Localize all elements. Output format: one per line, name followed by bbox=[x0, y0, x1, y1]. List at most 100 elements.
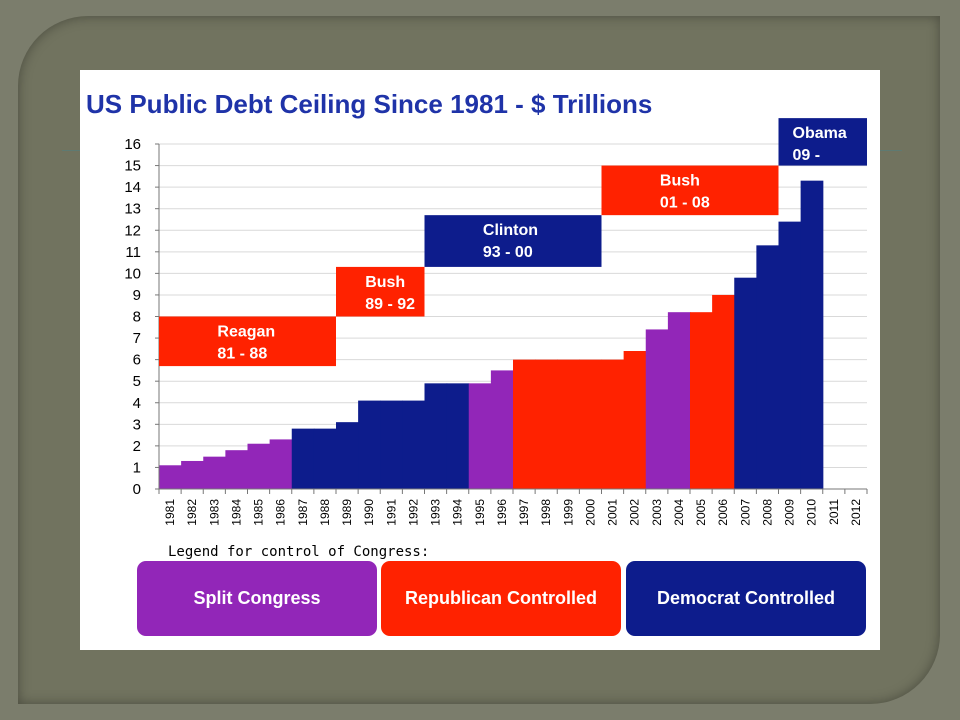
x-tick-label-2003: 2003 bbox=[650, 499, 664, 526]
chart-card: US Public Debt Ceiling Since 1981 - $ Tr… bbox=[80, 70, 880, 650]
y-tick-label: 12 bbox=[124, 222, 141, 239]
y-tick-label: 9 bbox=[133, 287, 141, 304]
bar-1986 bbox=[269, 439, 293, 489]
bar-1995 bbox=[468, 383, 492, 489]
x-tick-label-2008: 2008 bbox=[760, 499, 774, 526]
bar-1982 bbox=[181, 460, 204, 489]
x-tick-label-2007: 2007 bbox=[738, 499, 752, 526]
y-tick-label: 3 bbox=[133, 416, 141, 433]
x-tick-label-1990: 1990 bbox=[362, 499, 376, 526]
x-tick-label-1982: 1982 bbox=[185, 499, 199, 526]
bar-2005 bbox=[690, 312, 713, 489]
y-tick-label: 8 bbox=[133, 309, 141, 326]
x-tick-label-2002: 2002 bbox=[628, 499, 642, 526]
presidency-name-3: Bush bbox=[660, 173, 700, 190]
x-tick-label-2005: 2005 bbox=[694, 499, 708, 526]
x-tick-label-1983: 1983 bbox=[207, 499, 221, 526]
bar-1993 bbox=[424, 383, 448, 489]
bar-2004 bbox=[667, 312, 691, 489]
presidency-name-4: Obama bbox=[793, 125, 847, 142]
legend-democrat-controlled: Democrat Controlled bbox=[626, 561, 866, 636]
bar-2001 bbox=[601, 359, 625, 489]
presidency-name-1: Bush bbox=[365, 274, 405, 291]
debt-ceiling-chart: US Public Debt Ceiling Since 1981 - $ Tr… bbox=[86, 89, 868, 526]
x-tick-label-1997: 1997 bbox=[517, 499, 531, 526]
x-tick-label-1993: 1993 bbox=[429, 499, 443, 526]
x-tick-label-2010: 2010 bbox=[805, 499, 819, 526]
y-tick-label: 7 bbox=[133, 330, 141, 347]
x-tick-label-1992: 1992 bbox=[406, 499, 420, 526]
presidency-box-3 bbox=[601, 165, 779, 216]
y-tick-label: 16 bbox=[124, 136, 141, 153]
y-tick-label: 10 bbox=[124, 265, 141, 282]
y-tick-label: 6 bbox=[133, 352, 141, 369]
y-tick-label: 14 bbox=[124, 179, 141, 196]
x-tick-label-2006: 2006 bbox=[716, 499, 730, 526]
presidency-years-1: 89 - 92 bbox=[365, 296, 415, 313]
bar-1997 bbox=[513, 359, 536, 489]
y-tick-label: 0 bbox=[133, 481, 141, 498]
bar-1990 bbox=[358, 400, 381, 489]
y-tick-label: 15 bbox=[124, 158, 141, 175]
bar-1984 bbox=[225, 450, 249, 489]
presidency-box-1 bbox=[336, 266, 425, 317]
bar-1994 bbox=[446, 383, 470, 489]
bar-1996 bbox=[490, 370, 514, 489]
bar-2008 bbox=[756, 245, 780, 489]
presidency-years-2: 93 - 00 bbox=[483, 244, 533, 261]
x-tick-label-2004: 2004 bbox=[672, 499, 686, 526]
y-tick-label: 11 bbox=[125, 244, 141, 261]
presidency-name-0: Reagan bbox=[217, 324, 275, 341]
bar-2002 bbox=[623, 351, 647, 489]
presidency-box-4 bbox=[778, 118, 867, 166]
bar-2007 bbox=[734, 277, 757, 489]
x-tick-label-1999: 1999 bbox=[561, 499, 575, 526]
x-tick-label-2012: 2012 bbox=[849, 499, 863, 526]
x-tick-label-1981: 1981 bbox=[163, 499, 177, 526]
y-tick-label: 5 bbox=[133, 373, 141, 390]
x-tick-label-1991: 1991 bbox=[384, 499, 398, 526]
chart-title: US Public Debt Ceiling Since 1981 - $ Tr… bbox=[86, 89, 652, 119]
bar-1981 bbox=[159, 465, 182, 489]
y-tick-label: 13 bbox=[124, 201, 141, 218]
presidency-years-0: 81 - 88 bbox=[217, 346, 267, 363]
bar-2006 bbox=[712, 294, 735, 489]
x-tick-label-1984: 1984 bbox=[229, 499, 243, 526]
legend-split-label: Split Congress bbox=[193, 588, 321, 608]
bar-1989 bbox=[336, 422, 359, 489]
bar-1983 bbox=[203, 456, 226, 489]
bar-2003 bbox=[645, 329, 669, 489]
presidency-name-2: Clinton bbox=[483, 222, 538, 239]
presidency-years-3: 01 - 08 bbox=[660, 195, 710, 212]
legend-republican-controlled: Republican Controlled bbox=[381, 561, 621, 636]
legend-republican-label: Republican Controlled bbox=[404, 588, 597, 608]
legend-democrat-label: Democrat Controlled bbox=[656, 588, 836, 608]
y-tick-label: 1 bbox=[133, 459, 141, 476]
bar-1987 bbox=[291, 428, 315, 489]
y-tick-label: 4 bbox=[133, 395, 141, 412]
y-tick-label: 2 bbox=[133, 438, 141, 455]
x-tick-label-1986: 1986 bbox=[274, 499, 288, 526]
bar-2000 bbox=[579, 359, 603, 489]
bar-1985 bbox=[247, 443, 271, 489]
x-tick-label-2011: 2011 bbox=[827, 499, 841, 525]
legend-caption: Legend for control of Congress: bbox=[168, 544, 430, 560]
presidency-years-4: 09 - bbox=[793, 147, 821, 164]
bar-2009 bbox=[778, 221, 802, 489]
x-tick-label-1998: 1998 bbox=[539, 499, 553, 526]
x-tick-label-1987: 1987 bbox=[296, 499, 310, 526]
bar-1988 bbox=[313, 428, 337, 489]
x-tick-label-2001: 2001 bbox=[606, 499, 620, 526]
x-tick-label-1996: 1996 bbox=[495, 499, 509, 526]
bar-1992 bbox=[402, 400, 426, 489]
bar-1991 bbox=[380, 400, 403, 489]
presidency-box-2 bbox=[424, 215, 602, 267]
x-tick-label-1985: 1985 bbox=[252, 499, 266, 526]
x-tick-label-1994: 1994 bbox=[451, 499, 465, 526]
bar-1999 bbox=[557, 359, 580, 489]
bar-1998 bbox=[535, 359, 558, 489]
x-tick-label-1988: 1988 bbox=[318, 499, 332, 526]
legend-split-congress: Split Congress bbox=[137, 561, 377, 636]
x-tick-label-1989: 1989 bbox=[340, 499, 354, 526]
x-tick-label-2009: 2009 bbox=[783, 499, 797, 526]
